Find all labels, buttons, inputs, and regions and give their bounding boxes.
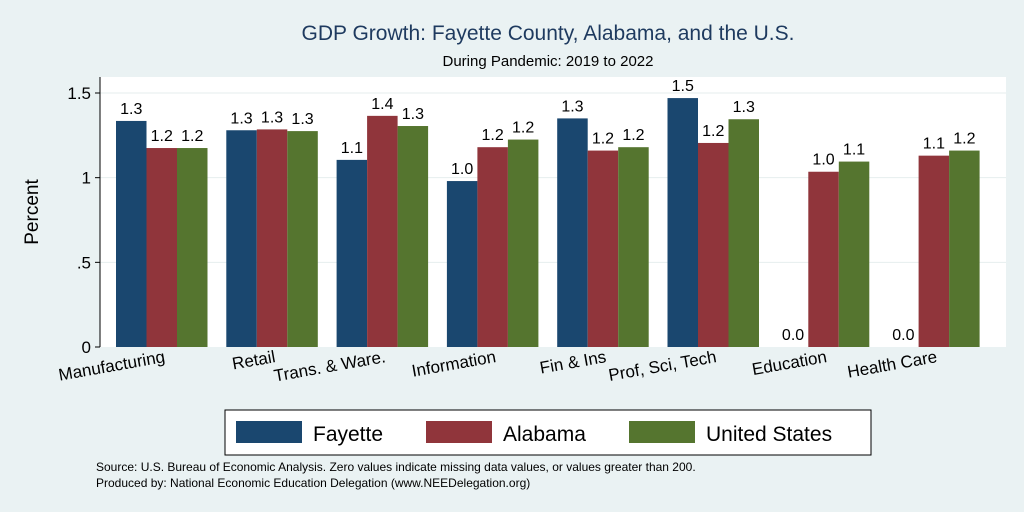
data-label: 1.3 <box>230 110 252 127</box>
legend-box <box>224 409 872 456</box>
y-tick-label: 1 <box>82 169 91 188</box>
y-axis-ticks: 0 .5 1 1.5 <box>67 77 101 357</box>
bar <box>667 98 698 347</box>
data-label: 1.2 <box>622 127 644 144</box>
data-label: 1.5 <box>672 78 694 95</box>
bar <box>177 148 208 347</box>
data-label: 1.3 <box>561 98 583 115</box>
bar <box>116 120 147 347</box>
data-label: 1.3 <box>291 111 313 128</box>
bar <box>728 119 759 347</box>
data-label: 1.0 <box>451 161 473 178</box>
y-tick-label: 1.5 <box>67 84 91 103</box>
bar <box>918 155 950 347</box>
bar <box>477 147 508 347</box>
legend-swatch-alabama <box>426 421 492 443</box>
data-label: 1.2 <box>702 123 724 140</box>
bar <box>557 118 588 348</box>
data-label: 1.2 <box>151 128 173 145</box>
y-tick-label: .5 <box>77 253 91 272</box>
bar <box>808 171 839 347</box>
data-label: 0.0 <box>782 327 804 344</box>
data-label: 1.1 <box>923 136 945 153</box>
data-labels-group: 1.3 1.2 1.2 1.3 1.3 1.3 1.1 1.4 1.3 1.0 1.2 1.2 1.3 1… <box>120 78 975 344</box>
bars-group <box>116 98 980 348</box>
chart-subtitle: During Pandemic: 2019 to 2022 <box>443 53 654 70</box>
bar <box>618 147 649 347</box>
bar <box>838 161 870 347</box>
bar <box>587 150 619 347</box>
legend: Fayette Alabama United States <box>224 409 872 456</box>
data-label: 1.0 <box>812 152 834 169</box>
bar <box>336 159 368 347</box>
legend-swatch-united-states <box>629 421 695 443</box>
legend-label-united-states: United States <box>706 423 832 446</box>
legend-swatch-fayette <box>236 421 302 443</box>
legend-label-alabama: Alabama <box>503 423 586 446</box>
data-label: 1.2 <box>512 120 534 137</box>
data-label: 1.2 <box>953 131 975 148</box>
data-label: 1.1 <box>843 142 865 159</box>
data-label: 1.3 <box>120 101 142 118</box>
produced-by-note: Produced by: National Economic Education… <box>96 476 530 490</box>
bar <box>507 139 539 347</box>
chart-title: GDP Growth: Fayette County, Alabama, and… <box>302 22 795 45</box>
data-label: 0.0 <box>892 327 914 344</box>
bar <box>367 115 398 347</box>
bar <box>256 129 288 347</box>
data-label: 1.3 <box>261 109 283 126</box>
bar <box>226 130 257 347</box>
data-label: 1.3 <box>402 106 424 123</box>
bar <box>287 131 318 347</box>
data-label: 1.2 <box>181 128 203 145</box>
bar <box>698 142 729 347</box>
data-label: 1.4 <box>371 96 393 113</box>
y-axis-label: Percent <box>22 179 43 245</box>
bar <box>146 148 177 347</box>
bar <box>949 150 980 347</box>
data-label: 1.2 <box>592 131 614 148</box>
bar <box>446 181 478 347</box>
data-label: 1.2 <box>482 127 504 144</box>
data-label: 1.1 <box>341 140 363 157</box>
bar <box>397 126 429 348</box>
y-tick-label: 0 <box>82 338 91 357</box>
legend-label-fayette: Fayette <box>313 423 383 446</box>
source-note: Source: U.S. Bureau of Economic Analysis… <box>96 460 696 474</box>
data-label: 1.3 <box>733 99 755 116</box>
